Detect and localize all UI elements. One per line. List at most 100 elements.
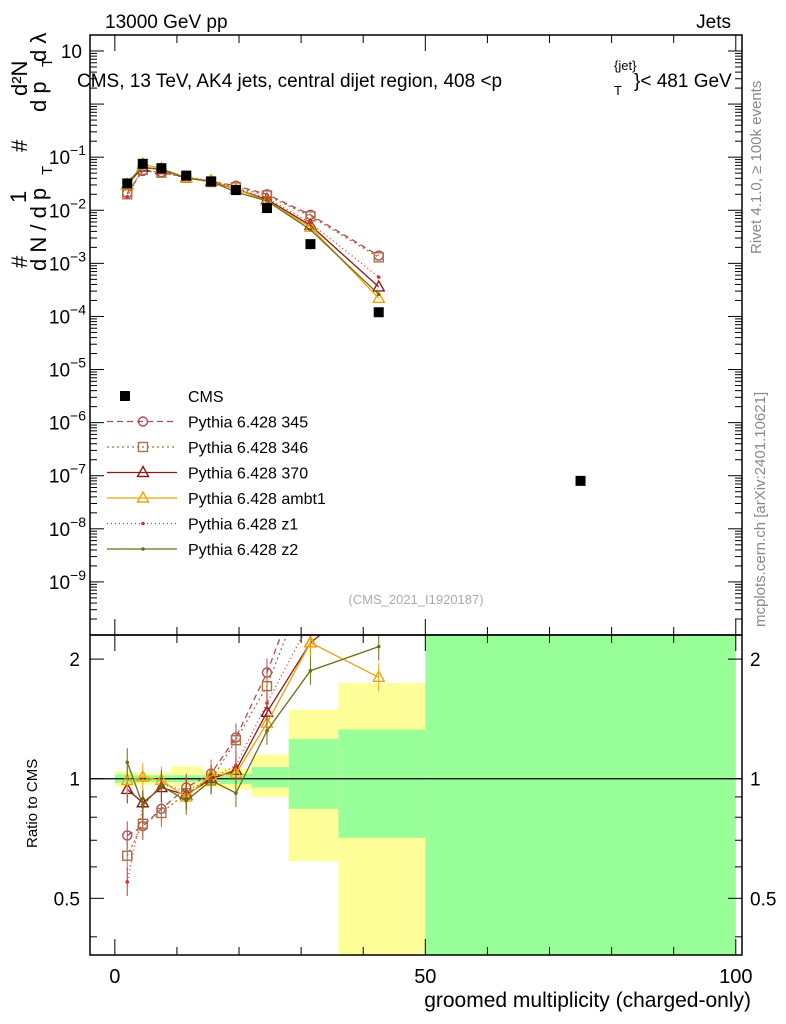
y-tick-label: 10−4: [49, 301, 86, 328]
y-label-hash-a: #: [7, 255, 32, 268]
ratio-tick-label-left: 0.5: [54, 889, 80, 910]
ratio-point: [125, 760, 130, 765]
data-point: [305, 239, 316, 250]
data-point: [206, 176, 217, 187]
y-label-dpt: d p: [26, 81, 51, 112]
legend-marker: [136, 465, 150, 478]
ratio-point: [306, 553, 315, 562]
title-main: CMS, 13 TeV, AK4 jets, central dijet reg…: [77, 71, 502, 92]
legend-label: Pythia 6.428 346: [188, 440, 308, 457]
x-tick-label: 0: [109, 966, 120, 988]
legend-marker: [136, 490, 150, 503]
y-label-sub-t1: T: [39, 166, 56, 175]
ratio-point: [140, 802, 145, 807]
ratio-y-label: Ratio to CMS: [24, 759, 41, 848]
ratio-point: [309, 619, 313, 623]
ratio-point: [234, 763, 238, 768]
ratio-point: [159, 783, 164, 788]
series-point: [373, 252, 384, 263]
ratio-point: [156, 807, 167, 819]
ratio-point: [374, 377, 383, 386]
y-tick-label: 10−1: [49, 142, 86, 169]
y-tick-label: 10−3: [49, 248, 86, 275]
series-point: [372, 279, 386, 292]
x-tick-label: 50: [414, 966, 436, 988]
legend-marker: [141, 547, 145, 551]
y-tick-label: 10−5: [49, 355, 86, 382]
uncertainty-bands: [114, 635, 736, 955]
ratio-point: [230, 735, 242, 746]
legend-label: Pythia 6.428 345: [188, 415, 308, 432]
data-point: [373, 307, 384, 318]
ratio-point: [308, 668, 313, 673]
series-point: [122, 189, 133, 200]
ratio-tick-label-left: 2: [69, 650, 80, 671]
legend-label: CMS: [188, 389, 224, 406]
ratio-point: [265, 729, 269, 733]
ratio-tick-label-right: 2: [750, 650, 761, 671]
header-left: 13000 GeV pp: [105, 12, 228, 33]
ratio-point: [120, 772, 134, 786]
series-point: [308, 221, 313, 225]
x-tick-label: 100: [719, 966, 752, 988]
title-tail: }< 481 GeV: [634, 71, 732, 92]
series-point: [308, 227, 313, 232]
series-point: [376, 275, 381, 279]
ratio-tick-label-right: 0.5: [750, 889, 776, 910]
mcplots-label: mcplots.cern.ch [arXiv:2401.10621]: [752, 392, 769, 627]
ratio-point: [184, 798, 189, 803]
legend-label: Pythia 6.428 z1: [188, 517, 298, 534]
y-tick-label: 10−8: [49, 514, 86, 541]
ratio-point: [377, 538, 381, 542]
header-right: Jets: [696, 12, 731, 33]
ratio-lines: [90, 360, 742, 896]
series-point: [265, 196, 269, 200]
ratio-point: [234, 791, 238, 795]
data-point: [261, 203, 272, 214]
ratio-frame: [89, 634, 743, 956]
series-point: [376, 292, 381, 297]
chart-title: CMS, 13 TeV, AK4 jets, central dijet reg…: [77, 58, 732, 98]
ratio-point: [265, 701, 269, 705]
ratio-point: [374, 360, 383, 369]
y-tick-label: 10−2: [49, 195, 86, 222]
y-label-dlambda: d λ: [26, 33, 51, 62]
band-inner: [288, 738, 339, 809]
ratio-point: [122, 850, 133, 861]
ratio-point: [306, 568, 315, 577]
legend-marker: [137, 441, 149, 453]
legend-label: Pythia 6.428 370: [188, 466, 308, 483]
data-point: [575, 475, 586, 486]
y-label-dn-dpt: d N / d p: [26, 188, 51, 271]
axes: 10 10−1 10−2 10−3 10−4 10−5 10−6 10−7 10−8 10−9 0 5…: [49, 34, 776, 988]
y-tick-label: 10−9: [49, 567, 86, 594]
y-tick-label: 10−7: [49, 461, 86, 488]
series-point: [125, 194, 130, 199]
legend-label: Pythia 6.428 z2: [188, 542, 298, 559]
series-line: [126, 167, 380, 278]
data-point: [122, 178, 133, 189]
band-inner: [338, 729, 426, 838]
legend-marker: [141, 521, 145, 526]
y-tick-label: 10: [61, 42, 82, 63]
y-tick-label: 10−6: [49, 408, 86, 435]
ratio-tick-label-left: 1: [69, 770, 80, 791]
ratio-point: [372, 669, 386, 682]
rivet-label: Rivet 4.1.0, ≥ 100k events: [748, 81, 765, 254]
band-inner: [425, 635, 736, 955]
data-point: [230, 185, 241, 196]
series-line: [126, 163, 380, 299]
band-inner: [251, 767, 289, 788]
x-axis-label: groomed multiplicity (charged-only): [424, 989, 751, 1012]
ratio-tick-label-right: 1: [750, 770, 761, 791]
title-sub: T: [614, 83, 622, 98]
main-lines: [120, 156, 386, 303]
ratio-point: [136, 769, 150, 782]
y-axis-label: # 1 d N / d p T # d²N d p T d λ: [6, 33, 56, 271]
series-line: [126, 166, 380, 288]
legend-label: Pythia 6.428 ambt1: [188, 491, 326, 508]
y-label-d2n: d²N: [7, 61, 32, 96]
data-point: [181, 170, 192, 181]
ratio-point: [303, 635, 318, 648]
